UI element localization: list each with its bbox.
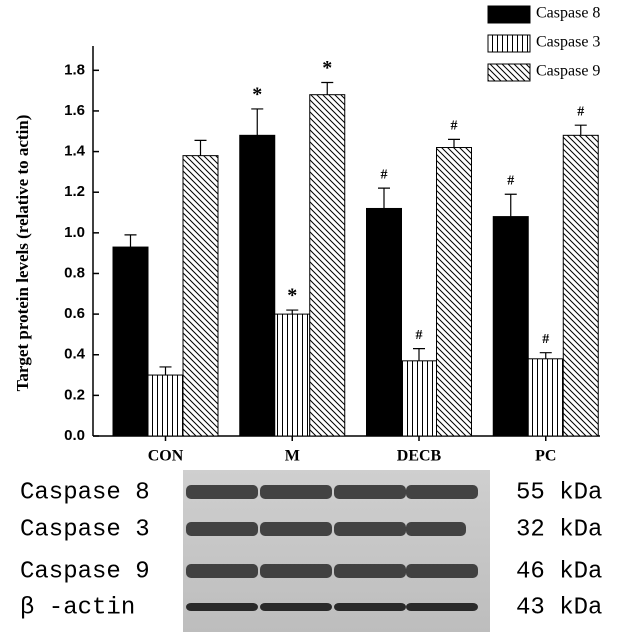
significance-marker: # bbox=[416, 328, 423, 343]
blot-band bbox=[406, 485, 478, 499]
significance-marker: * bbox=[287, 285, 297, 307]
significance-marker: # bbox=[507, 173, 514, 188]
y-tick-label: 0.6 bbox=[64, 305, 85, 322]
error-bar bbox=[539, 352, 552, 359]
significance-marker: # bbox=[451, 119, 458, 134]
y-tick-label: 1.2 bbox=[64, 183, 85, 200]
blot-band bbox=[406, 522, 466, 536]
bar bbox=[147, 374, 184, 437]
error-bar bbox=[413, 348, 425, 361]
legend-swatch bbox=[487, 5, 531, 24]
blot-band bbox=[260, 485, 332, 499]
blot-band bbox=[334, 522, 406, 536]
error-bar bbox=[286, 309, 299, 315]
blot-size-label: 32 kDa bbox=[516, 516, 602, 543]
error-bar bbox=[448, 138, 460, 148]
legend-label: Caspase 3 bbox=[536, 34, 600, 51]
blot-row-label: β -actin bbox=[20, 594, 135, 621]
blot-band bbox=[334, 485, 406, 499]
blot-band bbox=[406, 603, 478, 611]
y-tick-label: 0.8 bbox=[64, 264, 85, 281]
blot-band bbox=[260, 564, 332, 578]
bar bbox=[182, 155, 219, 437]
error-bar bbox=[378, 187, 390, 209]
bar bbox=[492, 216, 529, 437]
error-bar bbox=[251, 108, 264, 136]
significance-marker: * bbox=[252, 84, 262, 106]
y-tick-label: 0.0 bbox=[64, 427, 85, 444]
blot-band bbox=[334, 564, 406, 578]
y-axis-label: Target protein levels (relative to actin… bbox=[13, 115, 32, 392]
y-tick-label: 0.4 bbox=[64, 346, 86, 363]
bar bbox=[112, 246, 149, 437]
bar bbox=[401, 360, 437, 437]
blot-band bbox=[186, 522, 258, 536]
significance-marker: * bbox=[322, 57, 332, 79]
legend-swatch bbox=[487, 63, 531, 82]
error-bar bbox=[574, 124, 587, 136]
error-bar bbox=[194, 139, 207, 156]
bar bbox=[239, 134, 276, 437]
blot-band bbox=[334, 603, 406, 611]
bar bbox=[527, 358, 564, 437]
blot-size-label: 55 kDa bbox=[516, 479, 602, 506]
blot-row-label: Caspase 9 bbox=[20, 558, 150, 585]
legend-label: Caspase 8 bbox=[536, 5, 600, 22]
y-tick-label: 1.8 bbox=[64, 61, 85, 78]
blot-band bbox=[186, 603, 258, 611]
error-bar bbox=[321, 81, 334, 95]
blot-band bbox=[260, 603, 332, 611]
y-tick-label: 1.0 bbox=[64, 224, 85, 241]
blot-band bbox=[260, 522, 332, 536]
blot-row-label: Caspase 8 bbox=[20, 479, 150, 506]
bar bbox=[436, 147, 472, 437]
x-tick-label: CON bbox=[148, 448, 184, 465]
blot-row-label: Caspase 3 bbox=[20, 516, 150, 543]
legend-swatch bbox=[487, 34, 531, 53]
blot-band bbox=[186, 485, 258, 499]
x-tick-label: PC bbox=[535, 448, 556, 465]
significance-marker: # bbox=[381, 167, 388, 182]
error-bar bbox=[159, 366, 172, 376]
bar bbox=[274, 313, 311, 437]
significance-marker: # bbox=[542, 332, 549, 347]
error-bar bbox=[504, 193, 517, 217]
legend-label: Caspase 9 bbox=[536, 63, 600, 80]
blot-size-label: 46 kDa bbox=[516, 558, 602, 585]
blot-band bbox=[186, 564, 258, 578]
y-tick-label: 1.6 bbox=[64, 102, 85, 119]
error-bar bbox=[124, 234, 137, 248]
x-tick-label: DECB bbox=[397, 448, 442, 465]
bar bbox=[562, 134, 599, 437]
blot-size-label: 43 kDa bbox=[516, 594, 602, 621]
y-tick-label: 0.2 bbox=[64, 386, 85, 403]
bar bbox=[366, 207, 402, 437]
significance-marker: # bbox=[577, 104, 584, 119]
x-tick-label: M bbox=[285, 448, 300, 465]
bar bbox=[309, 94, 346, 437]
y-tick-label: 1.4 bbox=[64, 143, 86, 160]
blot-band bbox=[406, 564, 478, 578]
